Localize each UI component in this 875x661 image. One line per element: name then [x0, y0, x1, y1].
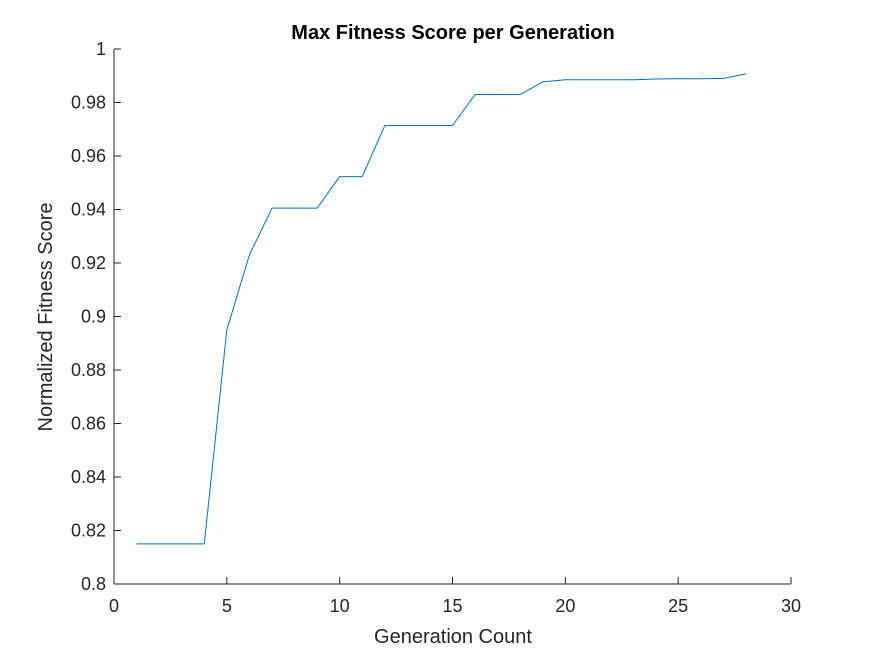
y-tick-label: 0.88: [71, 360, 106, 380]
x-tick-label: 0: [109, 596, 119, 616]
x-tick-label: 10: [330, 596, 350, 616]
y-tick-label: 0.92: [71, 253, 106, 273]
y-tick-label: 0.94: [71, 200, 106, 220]
x-axis-label: Generation Count: [374, 626, 532, 648]
y-tick-label: 0.86: [71, 414, 106, 434]
x-tick-label: 20: [555, 596, 575, 616]
y-tick-label: 0.84: [71, 467, 106, 487]
y-tick-label: 0.96: [71, 146, 106, 166]
y-axis-label: Normalized Fitness Score: [35, 203, 57, 432]
axes: 0 5 10 15 20 25 30 0.8 0.82 0.84 0.86 0.88 0.9 0.92 0.…: [71, 39, 801, 616]
x-tick-label: 5: [222, 596, 232, 616]
y-tick-label: 0.9: [81, 307, 106, 327]
x-tick-label: 25: [668, 596, 688, 616]
x-tick-label: 30: [781, 596, 801, 616]
series-line: [136, 73, 746, 545]
y-tick-label: 0.8: [81, 574, 106, 594]
x-tick-label: 15: [442, 596, 462, 616]
y-tick-label: 0.98: [71, 93, 106, 113]
series-layer: [136, 73, 746, 545]
y-tick-label: 1: [96, 39, 106, 59]
y-tick-label: 0.82: [71, 521, 106, 541]
chart-title: Max Fitness Score per Generation: [291, 22, 614, 44]
